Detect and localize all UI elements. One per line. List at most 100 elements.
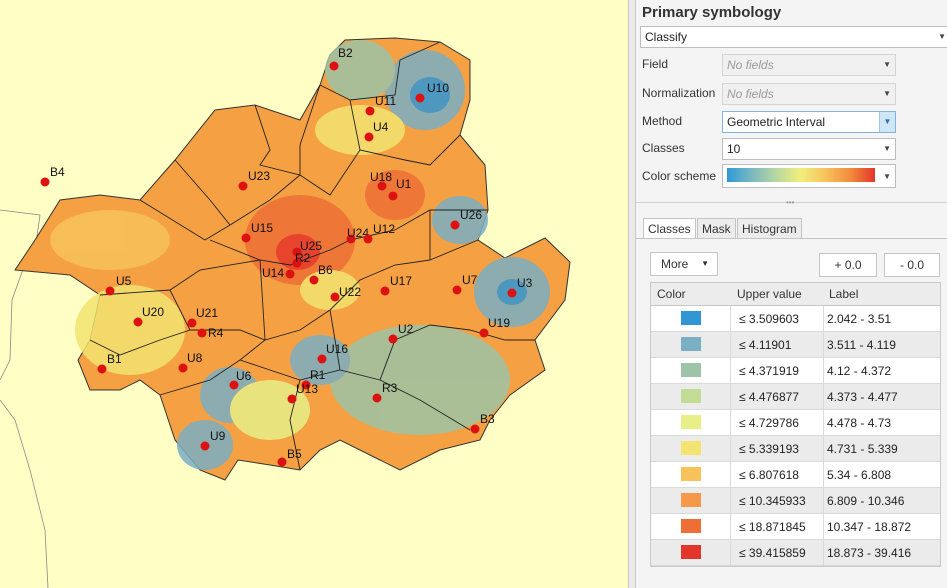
upper-value-cell[interactable]: ≤ 3.509603: [739, 312, 799, 326]
sample-point-marker[interactable]: [415, 93, 425, 103]
sample-point-marker[interactable]: [388, 191, 398, 201]
sample-point-marker[interactable]: [277, 457, 287, 467]
table-row[interactable]: ≤ 39.415859 18.873 - 39.416: [651, 540, 940, 566]
sample-point-marker[interactable]: [507, 288, 517, 298]
sample-point-marker[interactable]: [309, 275, 319, 285]
field-dropdown[interactable]: No fields ▼: [722, 54, 896, 76]
sample-point-marker[interactable]: [452, 285, 462, 295]
table-row[interactable]: ≤ 4.729786 4.478 - 4.73: [651, 410, 940, 436]
increment-button[interactable]: + 0.0: [819, 253, 877, 277]
sample-point-marker[interactable]: [377, 181, 387, 191]
upper-value-cell[interactable]: ≤ 4.371919: [739, 364, 799, 378]
label-cell[interactable]: 4.12 - 4.372: [827, 364, 892, 378]
sample-point-marker[interactable]: [330, 292, 340, 302]
upper-value-cell[interactable]: ≤ 18.871845: [739, 520, 806, 534]
sample-point-marker[interactable]: [479, 328, 489, 338]
chevron-down-icon: ▼: [883, 60, 891, 69]
map-view[interactable]: B2 U10 U11 U4 B4 U23 U18 U1 U26 U15 U24 U12 U25 R2 B6 U…: [0, 0, 628, 588]
tab-classes[interactable]: Classes: [643, 218, 696, 239]
upper-value-cell[interactable]: ≤ 4.11901: [739, 338, 792, 352]
sample-point-marker[interactable]: [317, 354, 327, 364]
table-row[interactable]: ≤ 5.339193 4.731 - 5.339: [651, 436, 940, 462]
color-swatch[interactable]: [681, 363, 701, 377]
field-value: No fields: [727, 58, 774, 72]
sample-point-marker[interactable]: [346, 234, 356, 244]
label-cell[interactable]: 4.373 - 4.477: [827, 390, 898, 404]
sample-point-marker[interactable]: [388, 334, 398, 344]
label-cell[interactable]: 4.478 - 4.73: [827, 416, 892, 430]
label-cell[interactable]: 5.34 - 6.808: [827, 468, 892, 482]
upper-value-cell[interactable]: ≤ 10.345933: [739, 494, 806, 508]
color-swatch[interactable]: [681, 337, 701, 351]
sample-point-marker[interactable]: [363, 234, 373, 244]
sample-point-marker[interactable]: [187, 318, 197, 328]
sample-point-label: U11: [375, 94, 396, 108]
sample-point-marker[interactable]: [197, 328, 207, 338]
sample-point-marker[interactable]: [97, 364, 107, 374]
label-cell[interactable]: 2.042 - 3.51: [827, 312, 892, 326]
color-swatch[interactable]: [681, 519, 701, 533]
sample-point-marker[interactable]: [301, 380, 311, 390]
sample-point-marker[interactable]: [200, 441, 210, 451]
grip-icon[interactable]: •••: [786, 198, 795, 207]
tab-mask[interactable]: Mask: [697, 218, 736, 238]
table-row[interactable]: ≤ 4.371919 4.12 - 4.372: [651, 358, 940, 384]
tab-underline: [636, 238, 947, 239]
color-scheme-dropdown[interactable]: ▼: [722, 164, 896, 188]
color-swatch[interactable]: [681, 493, 701, 507]
symbology-type-dropdown[interactable]: Classify ▼: [640, 26, 947, 48]
sample-point-marker[interactable]: [380, 286, 390, 296]
table-row[interactable]: ≤ 3.509603 2.042 - 3.51: [651, 306, 940, 332]
label-cell[interactable]: 6.809 - 10.346: [827, 494, 905, 508]
color-swatch[interactable]: [681, 441, 701, 455]
upper-value-cell[interactable]: ≤ 39.415859: [739, 546, 806, 560]
upper-value-cell[interactable]: ≤ 5.339193: [739, 442, 799, 456]
upper-value-cell[interactable]: ≤ 6.807618: [739, 468, 799, 482]
symbology-type-value: Classify: [645, 30, 688, 44]
label-cell[interactable]: 10.347 - 18.872: [827, 520, 912, 534]
sample-point-marker[interactable]: [364, 132, 374, 142]
sample-point-marker[interactable]: [40, 177, 50, 187]
sample-point-label: U6: [236, 369, 252, 383]
sample-point-marker[interactable]: [450, 220, 460, 230]
sample-point-marker[interactable]: [105, 286, 115, 296]
label-cell[interactable]: 4.731 - 5.339: [827, 442, 898, 456]
table-row[interactable]: ≤ 6.807618 5.34 - 6.808: [651, 462, 940, 488]
table-row[interactable]: ≤ 4.11901 3.511 - 4.119: [651, 332, 940, 358]
label-cell[interactable]: 3.511 - 4.119: [827, 338, 896, 352]
table-row[interactable]: ≤ 10.345933 6.809 - 10.346: [651, 488, 940, 514]
sample-point-marker[interactable]: [292, 247, 302, 257]
sample-point-marker[interactable]: [292, 258, 302, 268]
sample-point-marker[interactable]: [372, 393, 382, 403]
more-button[interactable]: More ▼: [650, 252, 718, 276]
table-row[interactable]: ≤ 4.476877 4.373 - 4.477: [651, 384, 940, 410]
sample-point-marker[interactable]: [329, 61, 339, 71]
classes-dropdown[interactable]: 10 ▼: [722, 138, 896, 160]
sample-point-marker[interactable]: [229, 380, 239, 390]
sample-point-marker[interactable]: [133, 317, 143, 327]
pane-splitter[interactable]: [628, 0, 636, 588]
method-dropdown[interactable]: Geometric Interval ▼: [722, 111, 896, 133]
sample-point-marker[interactable]: [365, 106, 375, 116]
color-swatch[interactable]: [681, 311, 701, 325]
color-swatch[interactable]: [681, 545, 701, 559]
sample-point-marker[interactable]: [238, 181, 248, 191]
normalization-dropdown[interactable]: No fields ▼: [722, 83, 896, 105]
color-swatch[interactable]: [681, 467, 701, 481]
label-cell[interactable]: 18.873 - 39.416: [827, 546, 912, 560]
color-swatch[interactable]: [681, 415, 701, 429]
tab-histogram[interactable]: Histogram: [737, 218, 802, 238]
sample-point-marker[interactable]: [285, 269, 295, 279]
sample-point-marker[interactable]: [241, 233, 251, 243]
sample-point-marker[interactable]: [287, 394, 297, 404]
decrement-button[interactable]: - 0.0: [884, 253, 940, 277]
sample-point-label: B1: [107, 352, 122, 366]
sample-point-marker[interactable]: [470, 424, 480, 434]
sample-point-marker[interactable]: [178, 363, 188, 373]
upper-value-cell[interactable]: ≤ 4.729786: [739, 416, 799, 430]
upper-value-cell[interactable]: ≤ 4.476877: [739, 390, 799, 404]
sample-point-label: U23: [248, 169, 270, 183]
color-swatch[interactable]: [681, 389, 701, 403]
table-row[interactable]: ≤ 18.871845 10.347 - 18.872: [651, 514, 940, 540]
